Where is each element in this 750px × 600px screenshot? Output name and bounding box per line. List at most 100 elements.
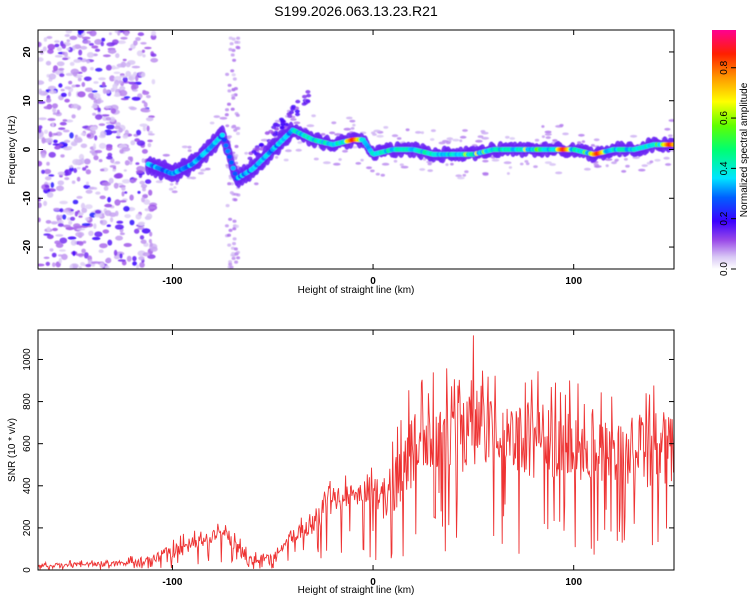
heatmap-noise-cell xyxy=(155,180,163,184)
heatmap-noise-cell xyxy=(121,147,131,152)
heatmap-noise-cell xyxy=(107,239,113,246)
heatmap-noise-cell xyxy=(106,124,115,130)
heatmap-noise-cell xyxy=(83,76,92,82)
heatmap-noise-cell xyxy=(97,98,102,105)
heatmap-noise-cell xyxy=(58,257,62,264)
heatmap-noise-cell xyxy=(66,39,71,43)
heatmap-noise-cell xyxy=(149,242,153,248)
heatmap-noise-cell xyxy=(124,160,130,166)
heatmap-noise-cell xyxy=(112,83,118,90)
heatmap-noise-cell xyxy=(72,158,81,166)
heatmap-noise-cell xyxy=(93,155,99,161)
heatmap-noise-cell xyxy=(524,160,529,163)
heatmap-noise-cell xyxy=(232,227,237,231)
heatmap-noise-cell xyxy=(43,256,50,259)
heatmap-noise-cell xyxy=(349,119,356,123)
heatmap-noise-cell xyxy=(78,49,83,56)
heatmap-noise-cell xyxy=(125,62,131,68)
heatmap-x-tick-label: 100 xyxy=(565,276,582,287)
heatmap-noise-cell xyxy=(106,224,112,227)
heatmap-noise-cell xyxy=(81,248,86,254)
heatmap-noise-cell xyxy=(57,171,66,176)
heatmap-noise-cell xyxy=(72,199,79,205)
heatmap-noise-cell xyxy=(119,253,123,259)
heatmap-noise-cell xyxy=(143,101,148,108)
heatmap-noise-cell xyxy=(52,103,58,109)
heatmap-noise-cell xyxy=(140,42,147,45)
heatmap-noise-cell xyxy=(396,137,402,140)
heatmap-noise-cell xyxy=(144,46,152,50)
heatmap-noise-cell xyxy=(60,88,65,92)
heatmap-noise-cell xyxy=(41,137,46,144)
heatmap-noise-cell xyxy=(58,67,65,71)
heatmap-noise-cell xyxy=(115,53,120,59)
heatmap-noise-cell xyxy=(123,169,127,172)
heatmap-noise-cell xyxy=(52,227,58,232)
heatmap-noise-cell xyxy=(232,237,237,241)
heatmap-noise-cell xyxy=(84,87,93,93)
heatmap-cell xyxy=(271,125,277,130)
heatmap-noise-cell xyxy=(114,224,124,230)
heatmap-noise-cell xyxy=(140,72,146,78)
heatmap-noise-cell xyxy=(48,90,57,94)
heatmap-noise-cell xyxy=(333,162,341,166)
heatmap-noise-cell xyxy=(115,235,123,241)
heatmap-noise-cell xyxy=(56,214,60,221)
heatmap-noise-cell xyxy=(53,65,58,72)
heatmap-noise-cell xyxy=(102,54,111,58)
heatmap-noise-cell xyxy=(419,168,426,171)
snr-series-line xyxy=(38,335,674,570)
heatmap-noise-cell xyxy=(231,125,236,129)
heatmap-noise-cell xyxy=(92,102,98,109)
heatmap-noise-cell xyxy=(503,161,512,165)
heatmap-noise-cell xyxy=(380,173,385,177)
heatmap-noise-cell xyxy=(205,167,211,171)
heatmap-noise-cell xyxy=(129,156,134,162)
heatmap-noise-cell xyxy=(46,234,54,240)
heatmap-noise-cell xyxy=(46,137,53,144)
heatmap-noise-cell xyxy=(230,69,235,73)
heatmap-noise-cell xyxy=(668,134,673,138)
heatmap-noise-cell xyxy=(141,149,148,154)
heatmap-noise-cell xyxy=(102,181,111,187)
heatmap-noise-cell xyxy=(593,138,600,142)
heatmap-noise-cell xyxy=(234,144,239,149)
colorbar-label: Normalized spectral amplitude xyxy=(739,82,750,217)
snr-panel: -100 0 100 0 200 400 600 800 1000 Height of str… xyxy=(7,329,675,596)
heatmap-noise-cell xyxy=(355,162,362,165)
heatmap-noise-cell xyxy=(116,135,121,139)
heatmap-noise-cell xyxy=(450,162,454,166)
heatmap-noise-cell xyxy=(91,45,99,49)
heatmap-y-tick-label: 10 xyxy=(22,95,33,107)
heatmap-noise-cell xyxy=(151,30,157,36)
heatmap-noise-cell xyxy=(187,149,192,153)
heatmap-noise-cell xyxy=(295,148,302,152)
heatmap-noise-cell xyxy=(150,34,157,40)
heatmap-noise-cell xyxy=(142,252,150,257)
heatmap-noise-cell xyxy=(73,137,83,143)
heatmap-noise-cell xyxy=(135,170,144,174)
heatmap-noise-cell xyxy=(370,169,375,173)
heatmap-noise-cell xyxy=(100,41,105,47)
heatmap-noise-cell xyxy=(139,235,145,240)
heatmap-noise-cell xyxy=(124,31,129,37)
heatmap-noise-cell xyxy=(231,88,236,92)
heatmap-noise-cell xyxy=(230,182,235,186)
heatmap-noise-cell xyxy=(82,39,91,44)
heatmap-noise-cell xyxy=(38,202,42,209)
heatmap-noise-cell xyxy=(283,158,289,162)
heatmap-noise-cell xyxy=(234,260,239,264)
heatmap-noise-cell xyxy=(168,187,174,191)
heatmap-noise-cell xyxy=(97,107,101,113)
heatmap-noise-cell xyxy=(231,37,236,41)
heatmap-noise-cell xyxy=(224,224,229,228)
heatmap-noise-cell xyxy=(69,132,74,139)
heatmap-noise-cell xyxy=(56,109,60,115)
heatmap-noise-cell xyxy=(233,128,238,132)
colorbar: 0.0 0.2 0.4 0.6 0.8 Normalized spectral ampl… xyxy=(712,30,750,276)
heatmap-noise-cell xyxy=(83,158,91,165)
heatmap-noise-cell xyxy=(64,177,70,181)
heatmap-noise-cell xyxy=(95,114,103,120)
heatmap-noise-cell xyxy=(133,40,138,46)
heatmap-noise-cell xyxy=(559,123,564,127)
